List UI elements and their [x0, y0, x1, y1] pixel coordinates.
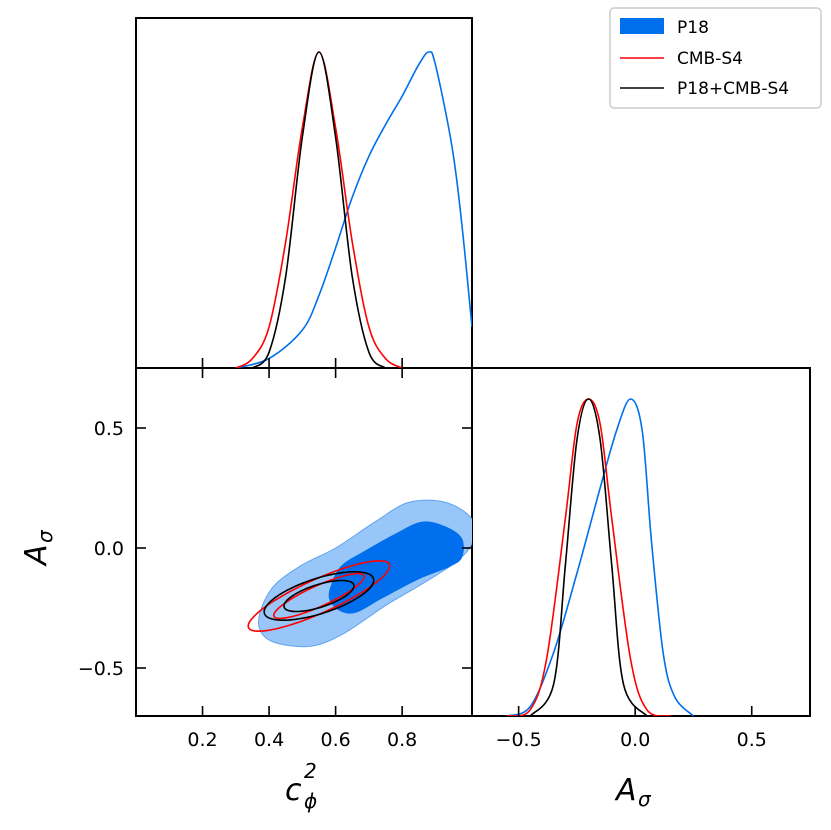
x-tick-label-c-phi2-2: 0.6: [320, 729, 350, 751]
y-axis-label-a-sigma: A σ: [19, 529, 57, 567]
axis-ticks: 0.2 0.4 0.6 0.8 −0.5 −0.5 0.0 0.0 0.5 0.5: [78, 358, 767, 751]
x-tick-label-a-sigma-2: 0.5: [737, 729, 767, 751]
y-label-sub: σ: [33, 529, 57, 543]
x-tick-label-a-sigma-1: 0.0: [620, 729, 650, 751]
contour-p18-68: [328, 521, 464, 614]
marginal-c-phi2-curve-p18-cmb-s4: [251, 51, 387, 368]
x-axis-label-c-phi2: c ϕ 2: [285, 759, 317, 813]
legend-label-p18: P18: [677, 18, 709, 38]
marginal-c-phi2-curve-p18: [235, 50, 472, 368]
marginal-a-sigma-curve-cmb-s4: [506, 398, 671, 716]
legend: P18 CMB-S4 P18+CMB-S4: [609, 7, 822, 109]
marginal-c-phi2-curve-cmb-s4: [235, 51, 403, 368]
marginal-c-phi2-panel: [235, 50, 472, 368]
x-label-sup: 2: [304, 759, 317, 783]
x-label-main: c: [285, 773, 302, 808]
y-label-main: A: [19, 544, 54, 567]
x-tick-label-c-phi2-3: 0.8: [387, 729, 417, 751]
joint-panel: [247, 499, 472, 648]
x-tick-label-c-phi2-0: 0.2: [187, 729, 217, 751]
contour-cmb-s4-68: [272, 572, 366, 620]
x-label-sub: ϕ: [304, 789, 317, 813]
x-tick-label-a-sigma-0: −0.5: [496, 729, 542, 751]
y-tick-label-a-sigma-2: 0.5: [94, 418, 124, 440]
y-tick-label-a-sigma-1: 0.0: [94, 538, 124, 560]
contour-p18-cmb-s4-95: [263, 571, 375, 621]
marginal-a-sigma-curve-p18: [506, 398, 694, 716]
panel-top-left-frame: [135, 17, 473, 369]
x-tick-label-c-phi2-1: 0.4: [254, 729, 284, 751]
y-tick-label-a-sigma-0: −0.5: [78, 658, 124, 680]
legend-label-cmb-s4: CMB-S4: [677, 49, 743, 69]
x-axis-label-a-sigma: A σ: [614, 773, 652, 811]
contour-p18-cmb-s4-68: [283, 579, 355, 613]
marginal-a-sigma-curve-p18-cmb-s4: [529, 398, 648, 716]
legend-swatch-p18: [620, 18, 664, 34]
x2-label-sub: σ: [638, 787, 652, 811]
marginal-a-sigma-panel: [506, 398, 694, 716]
x2-label-main: A: [614, 773, 637, 808]
legend-label-p18-cmb-s4: P18+CMB-S4: [677, 79, 789, 99]
contour-cmb-s4-95: [247, 559, 391, 633]
